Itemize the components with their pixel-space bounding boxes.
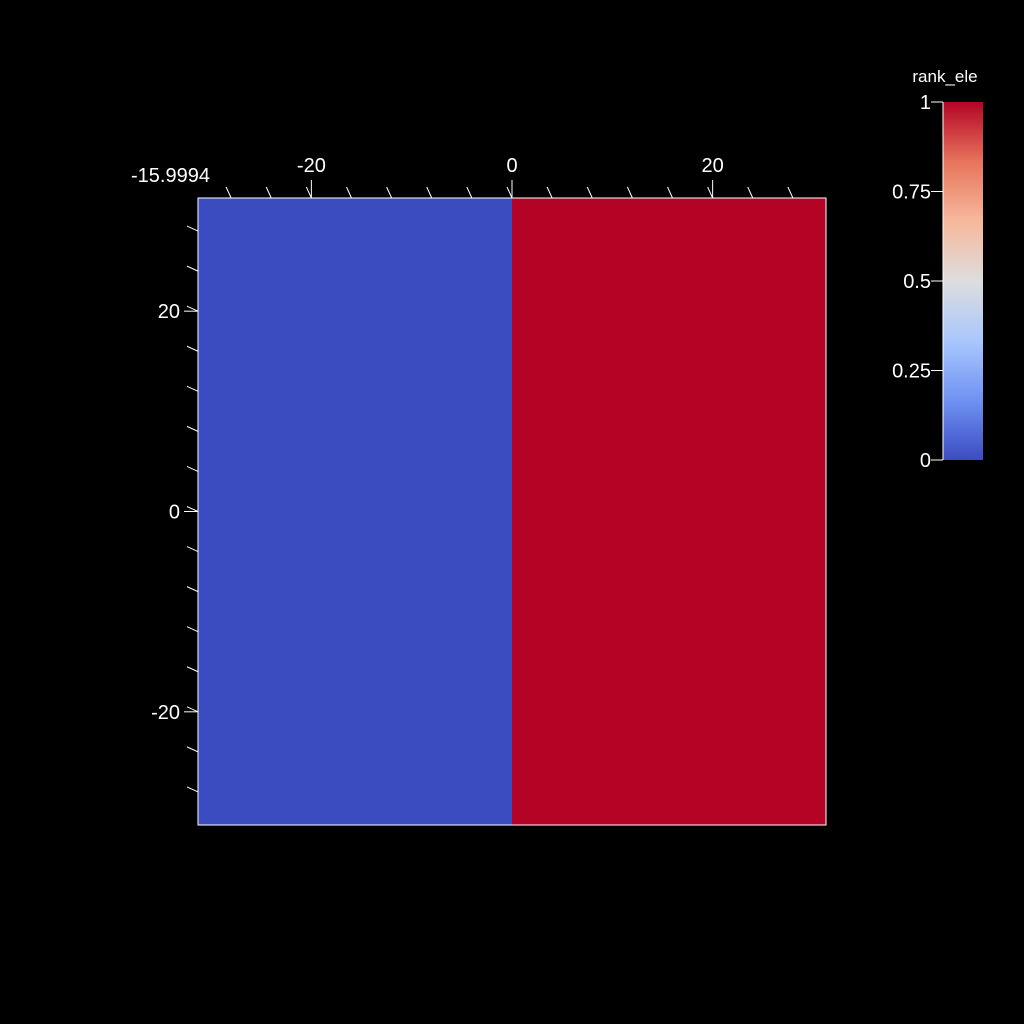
colorbar-tick-label: 0.75 <box>892 182 931 204</box>
y-tick-label: 0 <box>169 502 180 524</box>
x-minor-tick <box>265 186 272 199</box>
y-tick-label: 20 <box>158 301 180 323</box>
x-tick-label: 20 <box>702 155 724 177</box>
y-minor-tick <box>186 225 199 232</box>
y-minor-tick <box>186 706 199 713</box>
x-minor-tick <box>305 186 312 199</box>
y-minor-tick <box>186 506 199 512</box>
x-minor-tick <box>466 186 473 199</box>
colorbar-tick-label: 0.5 <box>903 271 931 293</box>
x-minor-tick <box>426 186 433 199</box>
colorbar-tick-label: 0.25 <box>892 361 931 383</box>
y-minor-tick <box>186 786 199 793</box>
heatmap-region-1 <box>512 198 826 825</box>
x-minor-tick <box>747 186 754 199</box>
y-minor-tick <box>186 546 199 553</box>
x-minor-tick <box>707 186 714 199</box>
y-minor-tick <box>186 425 199 432</box>
colorbar-gradient <box>943 102 983 460</box>
y-minor-tick <box>186 746 199 753</box>
y-minor-tick <box>186 666 199 673</box>
x-minor-tick <box>386 186 393 199</box>
y-minor-tick <box>186 385 199 392</box>
colorbar: rank_ele 1 0.75 0.5 0.25 0 <box>892 67 983 472</box>
x-minor-tick <box>225 186 232 199</box>
colorbar-title: rank_ele <box>912 67 977 86</box>
x-minor-tick <box>346 186 352 199</box>
y-tick-label: -20 <box>151 702 180 724</box>
corner-label: -15.9994 <box>131 165 210 187</box>
colorbar-tick-label: 1 <box>920 92 931 114</box>
axes: -20 0 20 20 0 -20 <box>151 155 827 826</box>
x-tick-label: 0 <box>506 155 517 177</box>
x-tick-label: -20 <box>297 155 326 177</box>
x-minor-tick <box>506 186 513 199</box>
x-minor-tick <box>626 186 633 199</box>
x-minor-tick <box>787 186 794 199</box>
y-minor-tick <box>186 265 199 272</box>
y-minor-tick <box>186 305 199 312</box>
plot-area <box>198 198 826 825</box>
x-minor-tick <box>667 186 673 199</box>
y-minor-tick <box>186 465 199 472</box>
y-minor-tick <box>186 626 199 633</box>
y-minor-tick <box>186 345 199 352</box>
y-minor-tick <box>186 586 199 593</box>
colorbar-tick-label: 0 <box>920 450 931 472</box>
x-minor-tick <box>546 186 553 199</box>
heatmap-region-0 <box>198 198 512 825</box>
x-minor-tick <box>586 186 593 199</box>
